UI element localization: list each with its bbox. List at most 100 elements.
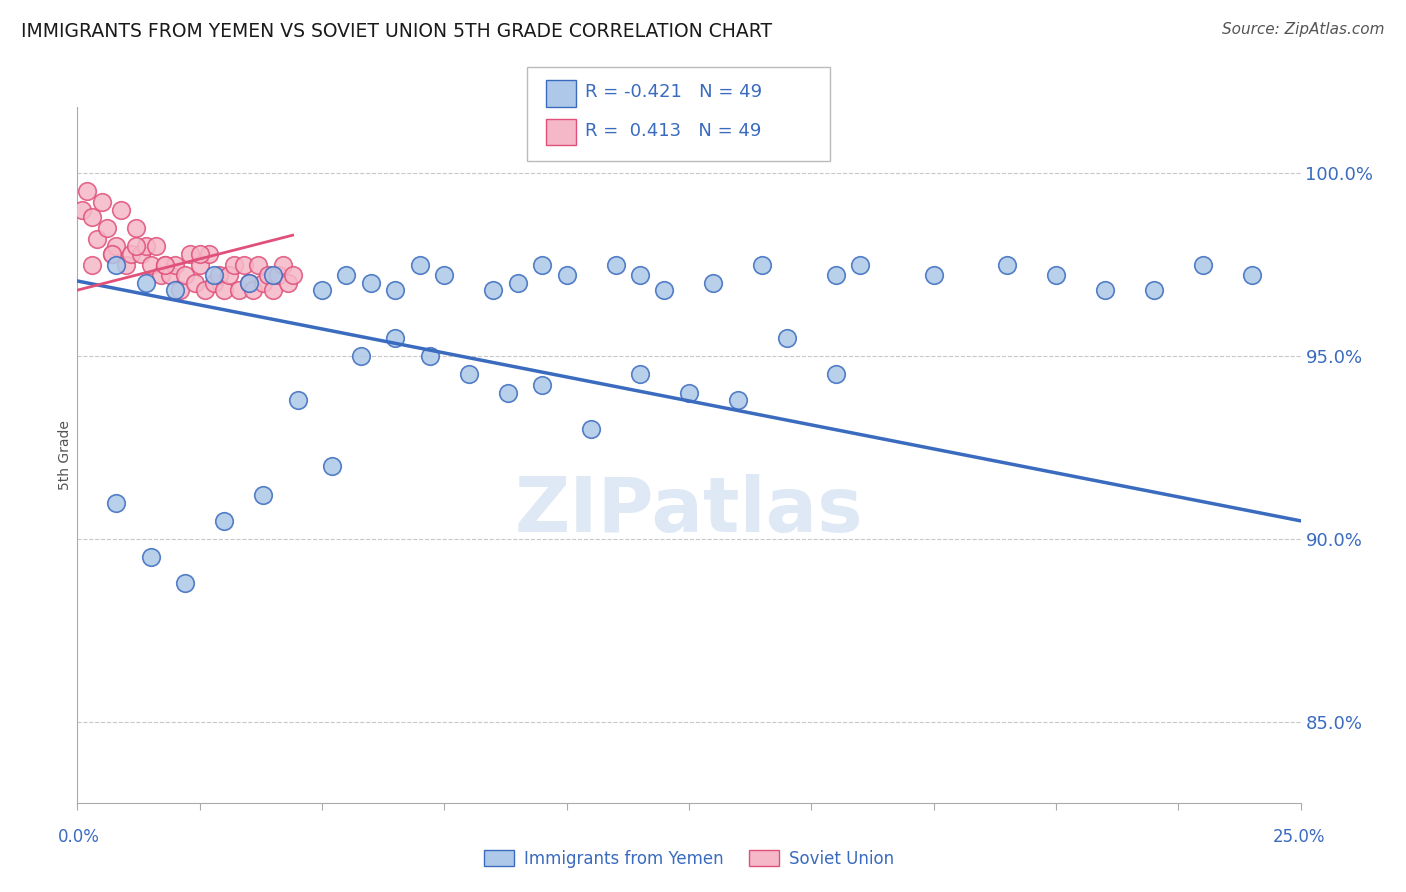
Point: [70, 202, 93, 217]
Point: [335, 268, 357, 283]
Point: [232, 258, 254, 272]
Point: [271, 258, 294, 272]
Point: [105, 239, 128, 253]
Point: [149, 268, 172, 283]
Point: [482, 283, 505, 297]
Point: [202, 268, 225, 283]
Point: [165, 283, 187, 297]
Point: [281, 268, 304, 283]
Point: [90, 195, 112, 210]
Point: [105, 495, 128, 509]
Point: [155, 258, 177, 272]
Point: [287, 392, 309, 407]
Text: ZIPatlas: ZIPatlas: [515, 474, 863, 548]
Point: [174, 268, 197, 283]
Point: [252, 276, 274, 290]
Point: [193, 283, 215, 297]
Text: 25.0%: 25.0%: [1272, 828, 1326, 846]
Point: [727, 392, 749, 407]
Point: [419, 349, 441, 363]
Point: [242, 283, 264, 297]
Point: [262, 283, 284, 297]
Point: [228, 283, 250, 297]
Point: [776, 331, 799, 345]
Point: [531, 378, 554, 392]
Point: [129, 246, 152, 260]
Point: [165, 258, 187, 272]
Text: R =  0.413   N = 49: R = 0.413 N = 49: [585, 122, 761, 140]
Point: [120, 246, 142, 260]
Point: [188, 246, 211, 260]
Point: [555, 268, 578, 283]
Point: [80, 258, 103, 272]
Point: [824, 268, 846, 283]
Point: [110, 202, 132, 217]
Point: [409, 258, 432, 272]
Point: [212, 514, 235, 528]
Point: [135, 239, 157, 253]
Point: [1240, 268, 1263, 283]
Point: [179, 246, 201, 260]
Point: [277, 276, 299, 290]
Point: [995, 258, 1018, 272]
Text: R = -0.421   N = 49: R = -0.421 N = 49: [585, 83, 762, 101]
Point: [384, 331, 406, 345]
Point: [247, 258, 270, 272]
Point: [496, 385, 519, 400]
Point: [1094, 283, 1116, 297]
Point: [115, 258, 138, 272]
Text: IMMIGRANTS FROM YEMEN VS SOVIET UNION 5TH GRADE CORRELATION CHART: IMMIGRANTS FROM YEMEN VS SOVIET UNION 5T…: [21, 22, 772, 41]
Point: [218, 268, 240, 283]
Point: [202, 276, 225, 290]
Point: [321, 458, 343, 473]
Point: [311, 283, 333, 297]
Point: [350, 349, 373, 363]
Point: [654, 283, 676, 297]
Point: [222, 258, 245, 272]
Point: [184, 276, 207, 290]
Legend: Immigrants from Yemen, Soviet Union: Immigrants from Yemen, Soviet Union: [478, 843, 900, 874]
Point: [145, 239, 167, 253]
Point: [531, 258, 554, 272]
Point: [139, 550, 162, 565]
Point: [238, 276, 260, 290]
Point: [105, 258, 128, 272]
Point: [849, 258, 872, 272]
Point: [169, 283, 191, 297]
Point: [252, 488, 274, 502]
Point: [628, 268, 651, 283]
Point: [1045, 268, 1067, 283]
Point: [824, 368, 846, 382]
Point: [76, 184, 98, 198]
Point: [96, 220, 118, 235]
Point: [159, 268, 181, 283]
Y-axis label: 5th Grade: 5th Grade: [58, 420, 72, 490]
Point: [80, 210, 103, 224]
Point: [188, 258, 211, 272]
Point: [1143, 283, 1166, 297]
Point: [628, 368, 651, 382]
Point: [262, 268, 284, 283]
Point: [922, 268, 945, 283]
Point: [257, 268, 280, 283]
Text: 0.0%: 0.0%: [58, 828, 100, 846]
Point: [155, 258, 177, 272]
Point: [198, 246, 221, 260]
Point: [139, 258, 162, 272]
Point: [86, 232, 108, 246]
Point: [457, 368, 479, 382]
Point: [267, 268, 290, 283]
Point: [100, 246, 122, 260]
Point: [238, 276, 260, 290]
Point: [208, 268, 231, 283]
Point: [174, 576, 197, 591]
Point: [605, 258, 627, 272]
Point: [751, 258, 773, 272]
Point: [506, 276, 529, 290]
Text: Source: ZipAtlas.com: Source: ZipAtlas.com: [1222, 22, 1385, 37]
Point: [125, 220, 148, 235]
Point: [100, 246, 122, 260]
Point: [360, 276, 382, 290]
Point: [702, 276, 724, 290]
Point: [678, 385, 700, 400]
